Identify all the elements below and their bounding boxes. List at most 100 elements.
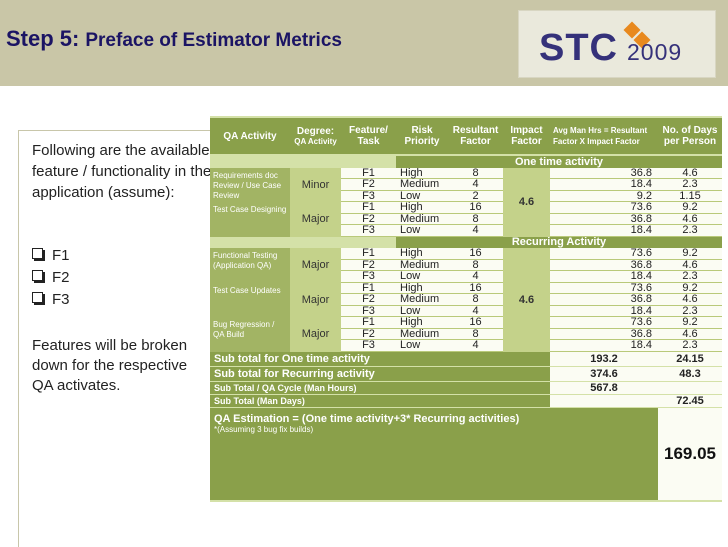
risk-cell: High bbox=[396, 282, 448, 294]
risk-cell: High bbox=[396, 201, 448, 214]
risk-cell: Medium bbox=[396, 328, 448, 340]
subtotal-days: 72.45 bbox=[658, 394, 722, 407]
header-degree-label: Degree: bbox=[296, 126, 335, 137]
subtotal-hrs bbox=[550, 394, 658, 407]
days-cell: 9.2 bbox=[658, 247, 722, 260]
subtotal-hrs: 374.6 bbox=[550, 366, 658, 381]
risk-cell: Medium bbox=[396, 213, 448, 225]
activity-name: Bug Regression / QA Build bbox=[210, 317, 290, 352]
header-degree-sub: QA Activity bbox=[294, 137, 337, 146]
days-cell: 4.6 bbox=[658, 328, 722, 340]
risk-cell: Medium bbox=[396, 259, 448, 271]
feature-cell: F1 bbox=[341, 282, 396, 294]
checkbox-bullet-icon bbox=[32, 270, 43, 281]
activity-degree: Major bbox=[290, 317, 341, 352]
step-label: Step 5: bbox=[6, 26, 80, 51]
subtotal-label: Sub total for Recurring activity bbox=[210, 366, 550, 381]
subtotal-days: 24.15 bbox=[658, 351, 722, 366]
activity-name: Test Case Designing bbox=[210, 202, 290, 237]
subtotal-hrs: 193.2 bbox=[550, 351, 658, 366]
feature-cell: F1 bbox=[341, 167, 396, 179]
impact-recurring: 4.6 bbox=[503, 248, 550, 352]
header-days-per-person: No. of Days per Person bbox=[658, 118, 722, 154]
estimator-table: QA Activity Degree: QA Activity Feature/ Ta… bbox=[210, 116, 722, 502]
avg-hrs-cell: 36.8 bbox=[550, 328, 658, 340]
risk-cell: High bbox=[396, 167, 448, 179]
risk-cell: Low bbox=[396, 339, 448, 352]
feature-cell: F3 bbox=[341, 224, 396, 237]
activity-name: Test Case Updates bbox=[210, 282, 290, 317]
subtotal-label: Sub Total (Man Days) bbox=[210, 394, 550, 407]
avg-hrs-cell: 36.8 bbox=[550, 293, 658, 306]
feature-cell: F1 bbox=[341, 201, 396, 214]
risk-cell: Low bbox=[396, 305, 448, 317]
header-qa-activity: QA Activity bbox=[210, 118, 290, 154]
resultant-cell: 8 bbox=[448, 167, 503, 179]
qa-estimation: QA Estimation = (One time activity+3* Re… bbox=[210, 407, 658, 500]
avg-hrs-cell: 36.8 bbox=[550, 213, 658, 225]
resultant-cell: 4 bbox=[448, 224, 503, 237]
checkbox-bullet-icon bbox=[32, 292, 43, 303]
days-cell: 9.2 bbox=[658, 316, 722, 329]
risk-cell: Low bbox=[396, 224, 448, 237]
outro-text: Features will be broken down for the res… bbox=[32, 337, 188, 394]
resultant-cell: 16 bbox=[448, 247, 503, 260]
avg-hrs-cell: 73.6 bbox=[550, 247, 658, 260]
header-feature-task: Feature/ Task bbox=[341, 118, 396, 154]
resultant-cell: 8 bbox=[448, 259, 503, 271]
feature-cell: F2 bbox=[341, 259, 396, 271]
subtotal-hrs: 567.8 bbox=[550, 381, 658, 394]
feature-cell: F1 bbox=[341, 316, 396, 329]
days-cell: 4.6 bbox=[658, 293, 722, 306]
feature-cell: F3 bbox=[341, 270, 396, 283]
risk-cell: Low bbox=[396, 190, 448, 202]
resultant-cell: 16 bbox=[448, 282, 503, 294]
days-cell: 2.3 bbox=[658, 178, 722, 191]
resultant-cell: 8 bbox=[448, 293, 503, 306]
days-cell: 2.3 bbox=[658, 224, 722, 237]
title-text: Preface of Estimator Metrics bbox=[85, 30, 342, 51]
feature-cell: F2 bbox=[341, 213, 396, 225]
avg-hrs-cell: 73.6 bbox=[550, 316, 658, 329]
avg-hrs-cell: 18.4 bbox=[550, 339, 658, 352]
resultant-cell: 16 bbox=[448, 201, 503, 214]
qa-estimation-note: *(Assuming 3 bug fix builds) bbox=[214, 424, 314, 434]
days-cell: 2.3 bbox=[658, 270, 722, 283]
avg-hrs-cell: 73.6 bbox=[550, 282, 658, 294]
subtotal-days bbox=[658, 381, 722, 394]
header-avg-man-hrs: Avg Man Hrs = Resultant Factor X Impact … bbox=[550, 118, 658, 154]
days-cell: 4.6 bbox=[658, 213, 722, 225]
text-panel-border bbox=[18, 130, 211, 547]
days-cell: 9.2 bbox=[658, 201, 722, 214]
subtotal-label: Sub Total / QA Cycle (Man Hours) bbox=[210, 381, 550, 394]
checkbox-bullet-icon bbox=[32, 248, 43, 259]
feature-cell: F2 bbox=[341, 328, 396, 340]
activity-name: Functional Testing (Application QA) bbox=[210, 248, 290, 283]
days-cell: 4.6 bbox=[658, 259, 722, 271]
header-impact-factor: Impact Factor bbox=[503, 118, 550, 154]
risk-cell: High bbox=[396, 247, 448, 260]
activity-degree: Major bbox=[290, 202, 341, 237]
days-cell: 1.15 bbox=[658, 190, 722, 202]
intro-text: Following are the available feature / fu… bbox=[32, 142, 212, 201]
resultant-cell: 8 bbox=[448, 213, 503, 225]
avg-hrs-cell: 73.6 bbox=[550, 201, 658, 214]
activity-degree: Major bbox=[290, 282, 341, 317]
logo-year: 2009 bbox=[627, 39, 683, 65]
resultant-cell: 2 bbox=[448, 190, 503, 202]
feature-list: F1 F2 F3 bbox=[32, 245, 70, 311]
header-resultant-factor: Resultant Factor bbox=[448, 118, 503, 154]
risk-cell: Medium bbox=[396, 178, 448, 191]
days-cell: 2.3 bbox=[658, 305, 722, 317]
header-degree: Degree: QA Activity bbox=[290, 118, 341, 154]
days-cell: 2.3 bbox=[658, 339, 722, 352]
stc-logo: STC 2009 bbox=[518, 10, 716, 78]
resultant-cell: 4 bbox=[448, 178, 503, 191]
resultant-cell: 16 bbox=[448, 316, 503, 329]
section-recurring: Recurring Activity bbox=[396, 236, 722, 248]
avg-hrs-cell: 18.4 bbox=[550, 178, 658, 191]
section-one-time: One time activity bbox=[396, 156, 722, 168]
activity-name: Requirements doc Review / Use Case Revie… bbox=[210, 167, 290, 202]
feature-cell: F1 bbox=[341, 247, 396, 260]
resultant-cell: 8 bbox=[448, 328, 503, 340]
